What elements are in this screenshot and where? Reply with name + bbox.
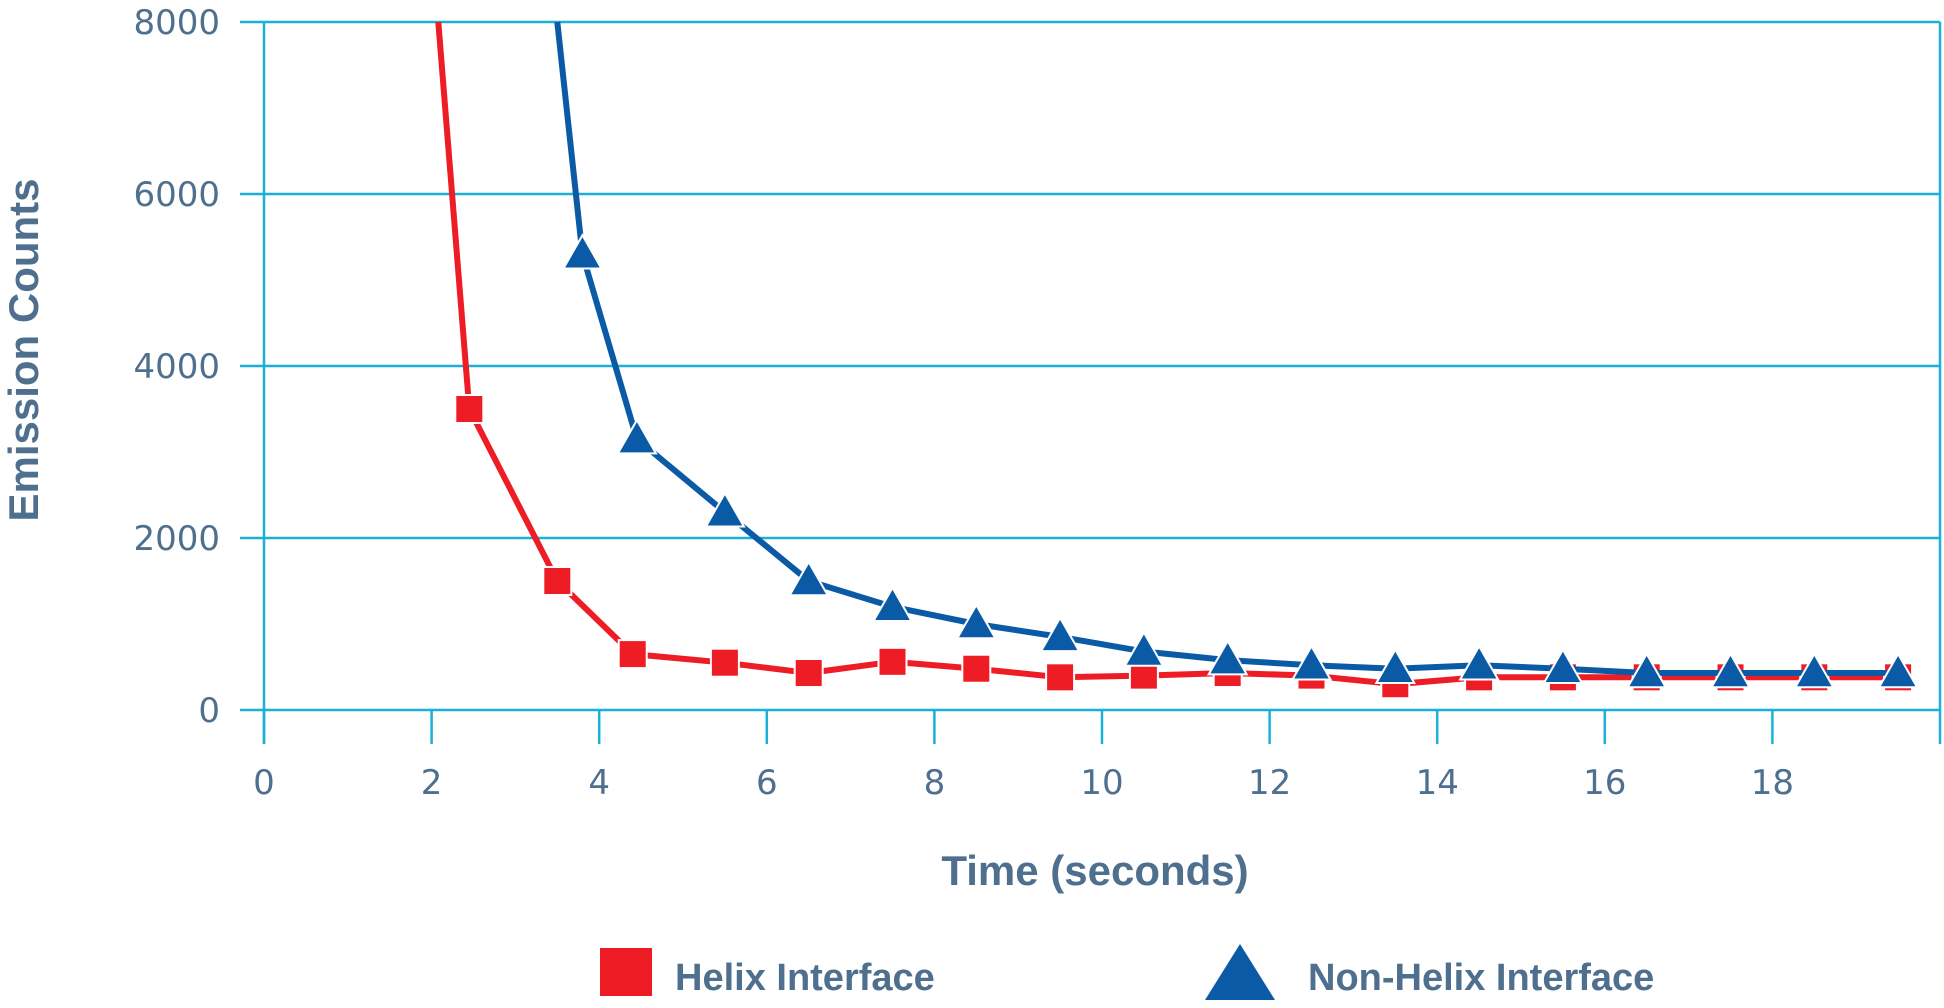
y-tick-label-0: 0 (198, 691, 220, 731)
legend: Helix Interface Non-Helix Interface (600, 944, 1654, 1000)
x-tick-label-2: 2 (421, 763, 443, 803)
y-tick-label-4000: 4000 (133, 347, 220, 387)
x-tick-label-10: 10 (1080, 763, 1123, 803)
data-point-non-helix-interface-13 (1542, 647, 1584, 684)
data-point-non-helix-interface-10 (1290, 644, 1333, 681)
data-point-helix-interface-4 (709, 647, 740, 678)
series-non-helix-interface (554, 21, 1919, 689)
data-point-helix-interface-8 (1045, 662, 1076, 693)
data-point-non-helix-interface-14 (1625, 652, 1668, 689)
y-tick-label-8000: 8000 (133, 3, 220, 43)
data-point-non-helix-interface-9 (1206, 639, 1249, 676)
data-point-helix-interface-2 (542, 566, 573, 596)
y-tick-label-6000: 6000 (133, 175, 220, 215)
data-point-non-helix-interface-17 (1877, 652, 1919, 689)
data-point-non-helix-interface-2 (616, 418, 658, 455)
y-axis-title: Emission Counts (0, 178, 47, 521)
data-point-non-helix-interface-4 (787, 559, 830, 597)
series-helix-interface (435, 21, 1914, 700)
axes (262, 22, 1942, 744)
data-point-non-helix-interface-11 (1374, 647, 1417, 684)
x-tick-label-8: 8 (924, 763, 946, 803)
x-tick-label-18: 18 (1751, 763, 1794, 803)
data-point-non-helix-interface-1 (561, 233, 604, 270)
series-line-non-helix-interface (554, 21, 1899, 676)
legend-non-helix-label: Non-Helix Interface (1308, 957, 1654, 999)
legend-non-helix-marker-triangle (1205, 944, 1275, 1000)
data-point-helix-interface-6 (877, 646, 908, 677)
x-axis-title: Time (seconds) (941, 847, 1248, 894)
data-point-helix-interface-5 (793, 658, 824, 689)
data-point-non-helix-interface-8 (1123, 630, 1165, 667)
data-point-helix-interface-1 (454, 394, 485, 424)
data-point-non-helix-interface-5 (871, 585, 914, 623)
x-tick-label-6: 6 (756, 763, 778, 803)
data-point-non-helix-interface-16 (1793, 652, 1836, 689)
data-point-non-helix-interface-12 (1458, 644, 1500, 681)
data-point-non-helix-interface-15 (1709, 652, 1752, 689)
x-tick-label-16: 16 (1583, 763, 1626, 803)
data-series (435, 21, 1919, 700)
y-tick-label-2000: 2000 (133, 519, 220, 559)
data-point-helix-interface-7 (961, 653, 992, 684)
x-tick-label-0: 0 (253, 763, 275, 803)
grid-lines (240, 20, 1940, 712)
data-point-non-helix-interface-6 (955, 602, 998, 640)
series-line-helix-interface (435, 21, 1899, 688)
x-tick-label-14: 14 (1416, 763, 1459, 803)
data-point-non-helix-interface-7 (1039, 615, 1081, 653)
x-tick-labels: 0 2 4 6 8 10 12 14 16 18 (253, 763, 1794, 803)
data-point-non-helix-interface-3 (704, 491, 746, 528)
legend-helix-marker-square (600, 948, 652, 996)
x-tick-label-4: 4 (588, 763, 610, 803)
legend-helix-label: Helix Interface (675, 957, 935, 999)
y-tick-labels: 0 2000 4000 6000 8000 (133, 3, 220, 731)
data-point-helix-interface-3 (617, 639, 648, 670)
x-tick-label-12: 12 (1248, 763, 1291, 803)
